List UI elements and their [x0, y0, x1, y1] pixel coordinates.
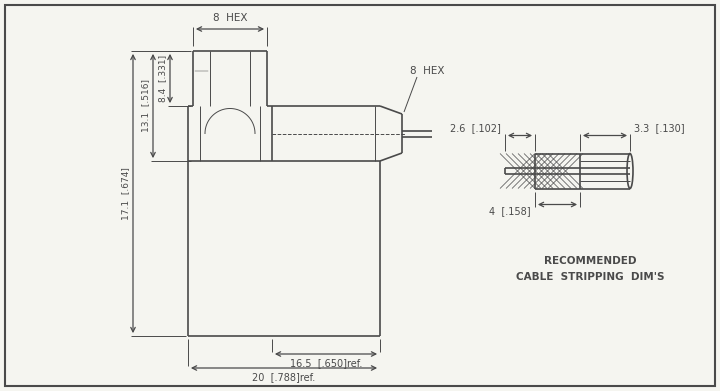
Text: 17.1  [.674]: 17.1 [.674] — [121, 167, 130, 220]
Text: 4  [.158]: 4 [.158] — [490, 206, 531, 217]
Text: 8  HEX: 8 HEX — [410, 66, 444, 76]
Text: RECOMMENDED: RECOMMENDED — [544, 256, 636, 266]
Text: CABLE  STRIPPING  DIM'S: CABLE STRIPPING DIM'S — [516, 272, 665, 282]
Text: 16.5  [.650]ref.: 16.5 [.650]ref. — [290, 358, 362, 368]
Text: 13.1  [.516]: 13.1 [.516] — [141, 79, 150, 133]
Text: 8.4  [.331]: 8.4 [.331] — [158, 55, 167, 102]
Text: 8  HEX: 8 HEX — [212, 13, 247, 23]
Text: 2.6  [.102]: 2.6 [.102] — [450, 124, 501, 133]
Text: 20  [.788]ref.: 20 [.788]ref. — [253, 372, 315, 382]
Text: 3.3  [.130]: 3.3 [.130] — [634, 124, 685, 133]
